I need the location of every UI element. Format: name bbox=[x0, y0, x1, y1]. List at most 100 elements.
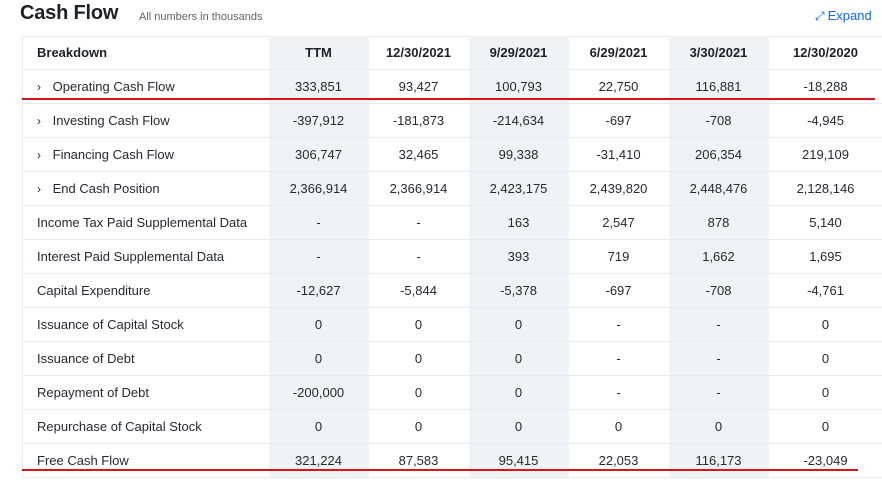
row-label-cell[interactable]: › Financing Cash Flow bbox=[22, 137, 269, 172]
table-row: Issuance of Debt 0 0 0- -0 bbox=[22, 341, 882, 376]
table-row: Free Cash Flow 321,224 87,583 95,415 22,053 1… bbox=[22, 443, 882, 478]
value-cell: 321,224 bbox=[268, 443, 369, 478]
row-label: Repayment of Debt bbox=[37, 385, 150, 400]
row-label: Financing Cash Flow bbox=[52, 147, 175, 162]
value-cell: -708 bbox=[668, 103, 769, 138]
value-cell: 0 bbox=[368, 375, 469, 410]
row-label-cell: Repurchase of Capital Stock bbox=[22, 409, 269, 444]
value-cell: 2,448,476 bbox=[668, 171, 769, 206]
row-label: Income Tax Paid Supplemental Data bbox=[37, 215, 248, 230]
chevron-right-icon[interactable]: › bbox=[37, 182, 41, 196]
row-label-cell: Issuance of Debt bbox=[22, 341, 269, 376]
value-cell: 0 bbox=[768, 409, 882, 444]
value-cell: - bbox=[368, 239, 469, 274]
value-cell: 0 bbox=[768, 341, 882, 376]
value-cell: - bbox=[268, 239, 369, 274]
table-row: Repayment of Debt -200,000 0 0- -0 bbox=[22, 375, 882, 410]
value-cell: 1,695 bbox=[768, 239, 882, 274]
value-cell: -23,049 bbox=[768, 443, 882, 478]
column-header-12-30-2020[interactable]: 12/30/2020 bbox=[768, 36, 882, 70]
value-cell: 0 bbox=[268, 307, 369, 342]
annotation-underline-free-cash-flow bbox=[22, 469, 858, 471]
column-header-breakdown[interactable]: Breakdown bbox=[22, 36, 269, 70]
row-label: Free Cash Flow bbox=[37, 453, 129, 468]
value-cell: 0 bbox=[468, 341, 569, 376]
value-cell: -697 bbox=[568, 273, 669, 308]
table-row: Issuance of Capital Stock 0 0 0- -0 bbox=[22, 307, 882, 342]
value-cell: 0 bbox=[268, 409, 369, 444]
value-cell: -697 bbox=[568, 103, 669, 138]
value-cell: 0 bbox=[568, 409, 669, 444]
chevron-right-icon[interactable]: › bbox=[37, 80, 41, 94]
value-cell: 2,128,146 bbox=[768, 171, 882, 206]
value-cell: - bbox=[568, 307, 669, 342]
value-cell: 5,140 bbox=[768, 205, 882, 240]
table-row: Income Tax Paid Supplemental Data - -163 2,… bbox=[22, 205, 882, 240]
value-cell: 0 bbox=[368, 409, 469, 444]
table-row[interactable]: › Investing Cash Flow -397,912 -181,873 -21… bbox=[22, 103, 882, 138]
value-cell: - bbox=[668, 307, 769, 342]
value-cell: 2,423,175 bbox=[468, 171, 569, 206]
header-row: Breakdown TTM 12/30/2021 9/29/2021 6/29/… bbox=[22, 36, 882, 70]
value-cell: 2,439,820 bbox=[568, 171, 669, 206]
table-row: Interest Paid Supplemental Data - -393 719 1… bbox=[22, 239, 882, 274]
table-row: Repurchase of Capital Stock 0 0 0 0 0 0 bbox=[22, 409, 882, 444]
expand-arrows-icon: ⤢ bbox=[815, 9, 825, 23]
value-cell: 22,053 bbox=[568, 443, 669, 478]
value-cell: 0 bbox=[368, 341, 469, 376]
value-cell: - bbox=[568, 341, 669, 376]
value-cell: 878 bbox=[668, 205, 769, 240]
row-label: Investing Cash Flow bbox=[52, 113, 170, 128]
table-row[interactable]: › End Cash Position 2,366,914 2,366,914 2,4… bbox=[22, 171, 882, 206]
value-cell: - bbox=[668, 341, 769, 376]
row-label: Operating Cash Flow bbox=[52, 79, 175, 94]
value-cell: 95,415 bbox=[468, 443, 569, 478]
value-cell: 0 bbox=[668, 409, 769, 444]
value-cell: 32,465 bbox=[368, 137, 469, 172]
value-cell: 393 bbox=[468, 239, 569, 274]
value-cell: 0 bbox=[268, 341, 369, 376]
value-cell: -214,634 bbox=[468, 103, 569, 138]
value-cell: 0 bbox=[468, 409, 569, 444]
value-cell: 206,354 bbox=[668, 137, 769, 172]
row-label-cell[interactable]: › Investing Cash Flow bbox=[22, 103, 269, 138]
row-label-cell: Issuance of Capital Stock bbox=[22, 307, 269, 342]
column-header-6-29-2021[interactable]: 6/29/2021 bbox=[568, 36, 669, 70]
value-cell: 0 bbox=[468, 375, 569, 410]
row-label-cell: Free Cash Flow bbox=[22, 443, 269, 478]
value-cell: 2,547 bbox=[568, 205, 669, 240]
column-header-12-30-2021[interactable]: 12/30/2021 bbox=[368, 36, 469, 70]
value-cell: 1,662 bbox=[668, 239, 769, 274]
value-cell: -31,410 bbox=[568, 137, 669, 172]
expand-link[interactable]: ⤢ Expand bbox=[815, 8, 872, 24]
value-cell: -4,945 bbox=[768, 103, 882, 138]
chevron-right-icon[interactable]: › bbox=[37, 148, 41, 162]
row-label-cell: Repayment of Debt bbox=[22, 375, 269, 410]
value-cell: 0 bbox=[368, 307, 469, 342]
value-cell: - bbox=[668, 375, 769, 410]
cash-flow-table: Breakdown TTM 12/30/2021 9/29/2021 6/29/… bbox=[22, 36, 882, 478]
value-cell: - bbox=[568, 375, 669, 410]
table-row[interactable]: › Financing Cash Flow 306,747 32,465 99,338… bbox=[22, 137, 882, 172]
value-cell: 87,583 bbox=[368, 443, 469, 478]
row-label: Capital Expenditure bbox=[37, 283, 151, 298]
value-cell: -708 bbox=[668, 273, 769, 308]
row-label-cell: Interest Paid Supplemental Data bbox=[22, 239, 269, 274]
row-label: End Cash Position bbox=[52, 181, 160, 196]
value-cell: 0 bbox=[768, 375, 882, 410]
row-label-cell[interactable]: › End Cash Position bbox=[22, 171, 269, 206]
column-header-9-29-2021[interactable]: 9/29/2021 bbox=[468, 36, 569, 70]
column-header-ttm[interactable]: TTM bbox=[268, 36, 369, 70]
value-cell: 306,747 bbox=[268, 137, 369, 172]
value-cell: -12,627 bbox=[268, 273, 369, 308]
value-cell: -397,912 bbox=[268, 103, 369, 138]
column-header-3-30-2021[interactable]: 3/30/2021 bbox=[668, 36, 769, 70]
row-label: Issuance of Capital Stock bbox=[37, 317, 184, 332]
chevron-right-icon[interactable]: › bbox=[37, 114, 41, 128]
annotation-underline-operating-cash-flow bbox=[22, 98, 875, 100]
row-label: Interest Paid Supplemental Data bbox=[37, 249, 225, 264]
page-title: Cash Flow bbox=[20, 2, 119, 24]
value-cell: -200,000 bbox=[268, 375, 369, 410]
row-label: Repurchase of Capital Stock bbox=[37, 419, 202, 434]
value-cell: 2,366,914 bbox=[368, 171, 469, 206]
